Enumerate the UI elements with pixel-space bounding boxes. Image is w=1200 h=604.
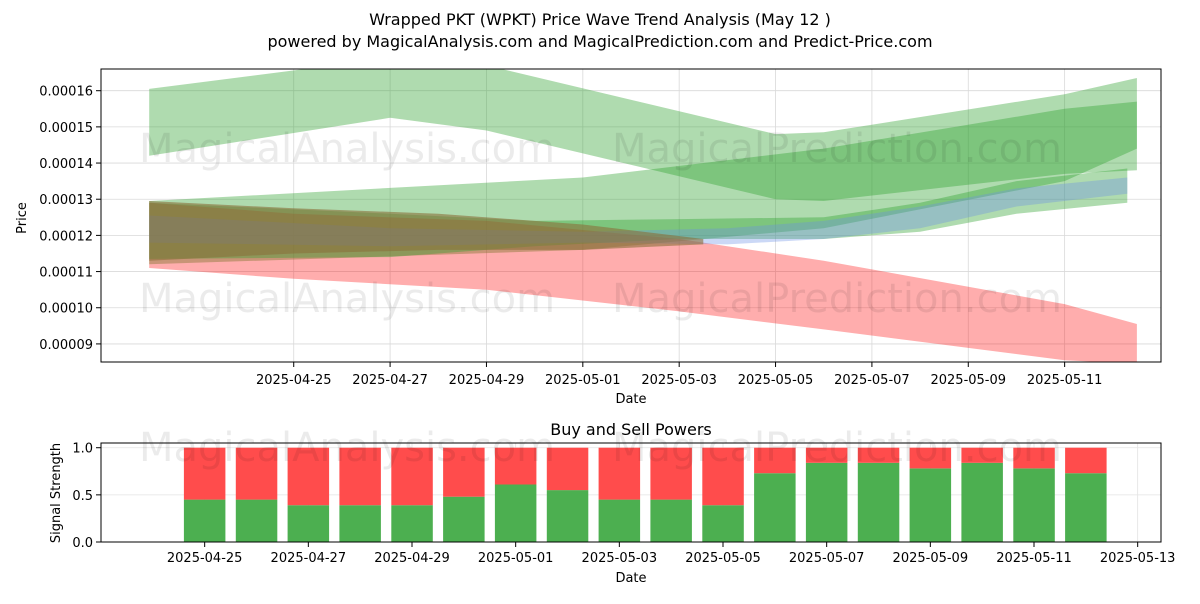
signal-x-tick-label: 2025-05-03 [582, 551, 658, 566]
sell-bar [235, 447, 278, 500]
price-y-tick-label: 0.00010 [39, 302, 93, 317]
price-x-tick-label: 2025-05-07 [834, 373, 910, 388]
signal-chart-title: Buy and Sell Powers [550, 420, 712, 439]
buy-bar [702, 505, 744, 542]
price-x-tick-label: 2025-05-03 [641, 373, 717, 388]
sell-bar [754, 447, 796, 474]
price-x-tick-label: 2025-05-01 [545, 373, 621, 388]
signal-bars [183, 447, 1107, 542]
buy-bar [546, 490, 589, 542]
price-y-axis-label: Price [15, 202, 30, 234]
watermark-prediction-bottom: MagicalPrediction.com [612, 425, 1062, 471]
price-y-tick-label: 0.00012 [39, 229, 93, 244]
sell-bar [494, 447, 537, 485]
price-x-axis-label: Date [615, 392, 646, 407]
signal-x-axis-label: Date [615, 571, 646, 586]
watermark-prediction-top: MagicalPrediction.com [612, 126, 1062, 172]
signal-y-ticks: 0.0 0.5 1.0 [72, 442, 101, 551]
sell-bar [339, 447, 381, 506]
sell-bar [183, 447, 226, 500]
sell-bar [1065, 447, 1107, 474]
sell-bar [961, 447, 1003, 463]
sell-bar [1013, 447, 1055, 469]
signal-x-tick-label: 2025-05-13 [1100, 551, 1176, 566]
buy-bar [235, 499, 278, 542]
price-x-tick-label: 2025-05-09 [930, 373, 1006, 388]
price-y-tick-label: 0.00015 [39, 121, 93, 136]
buy-bar [857, 462, 900, 542]
sell-bar [443, 447, 485, 497]
buy-bar [391, 505, 433, 542]
signal-watermarks: MagicalAnalysis.com MagicalPrediction.co… [139, 425, 1062, 471]
signal-x-tick-label: 2025-05-01 [478, 551, 554, 566]
buy-bar [805, 462, 848, 542]
buy-bar [339, 505, 381, 542]
price-x-tick-label: 2025-05-05 [738, 373, 814, 388]
buy-bar [1013, 468, 1055, 542]
price-band-green-0 [149, 69, 1137, 201]
signal-x-tick-label: 2025-05-09 [893, 551, 969, 566]
signal-x-tick-label: 2025-04-27 [271, 551, 347, 566]
signal-panel: Buy and Sell Powers MagicalAnalysis.com … [49, 420, 1175, 586]
price-y-tick-label: 0.00016 [39, 85, 93, 100]
buy-bar [443, 496, 485, 542]
buy-bar [909, 468, 952, 542]
price-y-tick-label: 0.00014 [39, 157, 93, 172]
sell-bar [805, 447, 848, 463]
price-watermarks: MagicalAnalysis.com MagicalPrediction.co… [139, 126, 1062, 322]
price-x-tick-label: 2025-04-27 [352, 373, 428, 388]
signal-y-tick-label: 0.0 [72, 536, 93, 551]
price-x-tick-label: 2025-04-29 [449, 373, 525, 388]
sell-bar [909, 447, 952, 469]
sell-bar [598, 447, 641, 500]
sell-bar [702, 447, 744, 506]
sell-bar [391, 447, 433, 506]
signal-y-tick-label: 0.5 [72, 489, 93, 504]
price-y-ticks: 0.00009 0.00010 0.00011 0.00012 0.00013 0.000… [39, 85, 101, 353]
price-band-brown-5 [149, 201, 704, 261]
buy-bar [754, 473, 796, 542]
price-y-tick-label: 0.00009 [39, 338, 93, 353]
watermark-prediction-mid: MagicalPrediction.com [612, 276, 1062, 322]
price-bands [149, 69, 1137, 362]
price-panel: MagicalAnalysis.com MagicalPrediction.co… [15, 68, 1162, 407]
sell-bar [287, 447, 330, 506]
signal-x-tick-label: 2025-04-29 [374, 551, 450, 566]
price-x-tick-label: 2025-04-25 [256, 373, 332, 388]
buy-bar [287, 505, 330, 542]
price-x-tick-label: 2025-05-11 [1027, 373, 1103, 388]
buy-bar [598, 499, 641, 542]
price-plot-frame [100, 68, 1162, 363]
signal-x-tick-label: 2025-04-25 [167, 551, 243, 566]
signal-plot-frame [100, 442, 1162, 543]
sell-bar [650, 447, 692, 500]
watermark-analysis-mid: MagicalAnalysis.com [139, 276, 555, 322]
buy-bar [183, 499, 226, 542]
signal-x-tick-label: 2025-05-05 [685, 551, 761, 566]
signal-y-tick-label: 1.0 [72, 442, 93, 457]
watermark-analysis-bottom: MagicalAnalysis.com [139, 425, 555, 471]
price-y-tick-label: 0.00011 [39, 266, 93, 281]
signal-x-tick-label: 2025-05-07 [789, 551, 865, 566]
chart-subtitle: powered by MagicalAnalysis.com and Magic… [267, 32, 932, 51]
signal-x-ticks: 2025-04-25 2025-04-27 2025-04-29 2025-05-01… [167, 542, 1176, 566]
signal-y-axis-label: Signal Strength [49, 443, 64, 543]
price-grid [101, 69, 1161, 362]
chart-title: Wrapped PKT (WPKT) Price Wave Trend Anal… [369, 10, 831, 29]
buy-bar [650, 499, 692, 542]
buy-bar [961, 462, 1003, 542]
sell-bar [546, 447, 589, 491]
price-x-ticks: 2025-04-25 2025-04-27 2025-04-29 2025-05-01… [256, 362, 1102, 388]
buy-bar [1065, 473, 1107, 542]
signal-x-tick-label: 2025-05-11 [996, 551, 1072, 566]
buy-bar [494, 484, 537, 542]
price-y-tick-label: 0.00013 [39, 193, 93, 208]
watermark-analysis-top: MagicalAnalysis.com [139, 126, 555, 172]
sell-bar [857, 447, 900, 463]
